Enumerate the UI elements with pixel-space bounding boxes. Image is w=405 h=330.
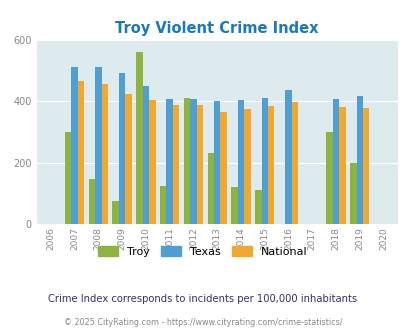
- Bar: [142, 86, 149, 224]
- Bar: [285, 90, 291, 224]
- Bar: [71, 67, 78, 224]
- Bar: [254, 190, 261, 224]
- Bar: [291, 102, 297, 224]
- Bar: [173, 105, 179, 224]
- Bar: [231, 187, 237, 224]
- Text: © 2025 CityRating.com - https://www.cityrating.com/crime-statistics/: © 2025 CityRating.com - https://www.city…: [64, 318, 341, 327]
- Bar: [356, 96, 362, 224]
- Bar: [160, 186, 166, 224]
- Bar: [261, 98, 267, 224]
- Text: Crime Index corresponds to incidents per 100,000 inhabitants: Crime Index corresponds to incidents per…: [48, 294, 357, 304]
- Bar: [196, 105, 202, 224]
- Bar: [119, 74, 125, 224]
- Bar: [326, 132, 332, 224]
- Bar: [267, 107, 274, 224]
- Legend: Troy, Texas, National: Troy, Texas, National: [95, 242, 310, 260]
- Bar: [243, 109, 250, 224]
- Bar: [332, 99, 339, 224]
- Title: Troy Violent Crime Index: Troy Violent Crime Index: [115, 21, 318, 36]
- Bar: [65, 132, 71, 224]
- Bar: [220, 112, 226, 224]
- Bar: [207, 153, 213, 224]
- Bar: [190, 99, 196, 224]
- Bar: [95, 67, 101, 224]
- Bar: [362, 108, 369, 224]
- Bar: [166, 99, 173, 224]
- Bar: [125, 93, 132, 224]
- Bar: [89, 179, 95, 224]
- Bar: [350, 163, 356, 224]
- Bar: [183, 98, 190, 224]
- Bar: [78, 81, 84, 224]
- Bar: [213, 101, 220, 224]
- Bar: [101, 84, 108, 224]
- Bar: [149, 100, 155, 224]
- Bar: [237, 100, 243, 224]
- Bar: [112, 201, 119, 224]
- Bar: [136, 52, 142, 224]
- Bar: [339, 107, 345, 224]
